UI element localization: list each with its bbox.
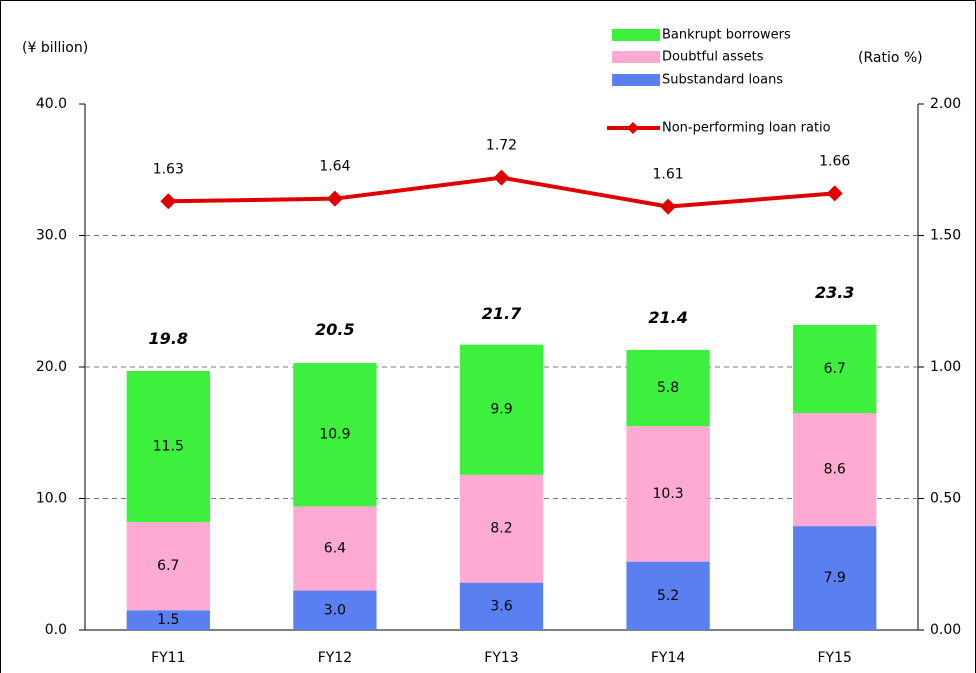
- y-tick-label: 0.0: [45, 622, 67, 638]
- y-tick-label: 30.0: [36, 228, 67, 244]
- legend-swatch: [612, 51, 660, 63]
- bar-segment: [459, 582, 544, 630]
- legend-swatch: [612, 29, 660, 41]
- total-label: 20.5: [315, 320, 354, 339]
- legend-label: Bankrupt borrowers: [662, 28, 791, 43]
- data-label: 3.0: [324, 602, 346, 618]
- bar-segment: [126, 610, 210, 630]
- x-tick-label: FY11: [151, 650, 185, 666]
- legend-label: Non-performing loan ratio: [662, 121, 831, 136]
- data-label: 8.6: [824, 462, 846, 478]
- bar-segment: [459, 474, 544, 583]
- x-tick-label: FY15: [817, 650, 851, 666]
- y-tick-label: 40.0: [36, 96, 67, 112]
- bar-segment: [626, 561, 710, 630]
- bar-segment: [793, 413, 877, 527]
- data-label: 3.6: [490, 598, 512, 614]
- data-label: 6.7: [157, 558, 179, 574]
- total-label: 21.7: [482, 304, 522, 323]
- y2-tick-label: 0.00: [930, 622, 961, 638]
- x-tick-label: FY14: [651, 650, 686, 666]
- data-label: 10.9: [319, 427, 350, 443]
- ratio-marker: [326, 190, 343, 207]
- ratio-marker: [493, 169, 510, 186]
- bar-segment: [626, 349, 710, 427]
- bar-segment: [793, 324, 877, 414]
- y2-tick-label: 1.00: [930, 359, 961, 375]
- ratio-label: 1.64: [319, 159, 350, 175]
- total-label: 21.4: [648, 308, 687, 327]
- ratio-label: 1.63: [153, 161, 184, 177]
- ratio-label: 1.61: [653, 167, 684, 183]
- ratio-label: 1.66: [819, 153, 850, 169]
- x-tick-label: FY13: [484, 650, 518, 666]
- data-label: 7.9: [824, 570, 846, 586]
- x-tick-label: FY12: [318, 650, 352, 666]
- y2-tick-label: 1.50: [930, 228, 961, 244]
- bar-segment: [293, 590, 377, 630]
- data-label: 11.5: [153, 439, 184, 455]
- legend-swatch: [612, 74, 660, 86]
- ratio-marker: [160, 193, 177, 210]
- bar-segment: [126, 370, 210, 523]
- y-tick-label: 10.0: [36, 491, 67, 507]
- bar-segment: [459, 344, 544, 475]
- bar-segment: [126, 522, 210, 611]
- data-label: 8.2: [490, 521, 512, 537]
- bar-segment: [626, 426, 710, 562]
- y-tick-label: 20.0: [36, 359, 67, 375]
- total-label: 19.8: [149, 329, 188, 348]
- bar-segment: [793, 526, 877, 630]
- y2-tick-label: 2.00: [930, 96, 961, 112]
- data-label: 6.7: [824, 361, 846, 377]
- bar-segment: [293, 506, 377, 591]
- ratio-label: 1.72: [486, 138, 517, 154]
- y2-axis-label: (Ratio %): [858, 50, 923, 66]
- legend-swatch: [627, 122, 639, 134]
- legend-label: Doubtful assets: [662, 50, 764, 65]
- data-label: 10.3: [653, 486, 684, 502]
- total-label: 23.3: [815, 283, 854, 302]
- data-label: 9.9: [490, 402, 512, 418]
- bar-segment: [293, 363, 377, 507]
- data-label: 5.2: [657, 588, 679, 604]
- data-label: 1.5: [157, 612, 179, 628]
- y-axis-label: (¥ billion): [22, 40, 88, 56]
- legend-label: Substandard loans: [662, 73, 783, 88]
- data-label: 6.4: [324, 540, 346, 556]
- ratio-marker: [660, 198, 677, 215]
- data-label: 5.8: [657, 380, 679, 396]
- y2-tick-label: 0.50: [930, 491, 961, 507]
- ratio-marker: [826, 185, 843, 202]
